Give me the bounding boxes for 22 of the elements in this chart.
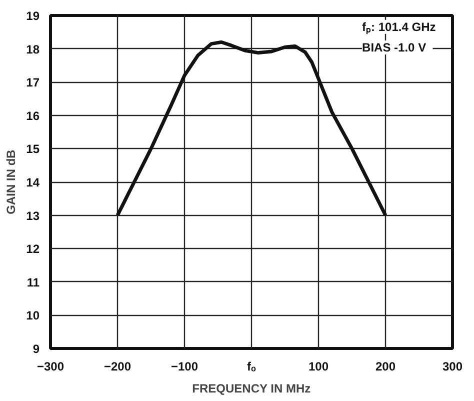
y-tick-label: 13 <box>26 208 40 223</box>
x-tick-label: 100 <box>308 360 329 374</box>
y-tick-label: 19 <box>26 9 40 23</box>
annotation: BIAS -1.0 V <box>362 40 426 54</box>
annotation: fₚ: 101.4 GHz <box>362 20 436 35</box>
x-tick-label: −200 <box>104 360 132 374</box>
x-tick-label: −300 <box>36 360 64 374</box>
x-tick-label: 300 <box>442 360 463 374</box>
y-tick-label: 12 <box>26 242 40 256</box>
y-tick-label: 14 <box>26 176 40 190</box>
x-tick-label: fₒ <box>247 360 256 374</box>
x-axis-title: FREQUENCY IN MHz <box>192 382 311 396</box>
y-tick-label: 16 <box>26 108 40 123</box>
y-tick-label: 10 <box>26 308 40 323</box>
x-tick-label: 200 <box>375 360 396 374</box>
x-tick-label: −100 <box>170 360 198 374</box>
y-tick-label: 15 <box>26 142 40 156</box>
y-axis-title: GAIN IN dB <box>4 149 18 214</box>
y-tick-label: 9 <box>32 342 40 356</box>
y-tick-label: 18 <box>26 42 40 56</box>
y-tick-label: 17 <box>26 76 40 90</box>
y-tick-label: 11 <box>26 275 40 290</box>
